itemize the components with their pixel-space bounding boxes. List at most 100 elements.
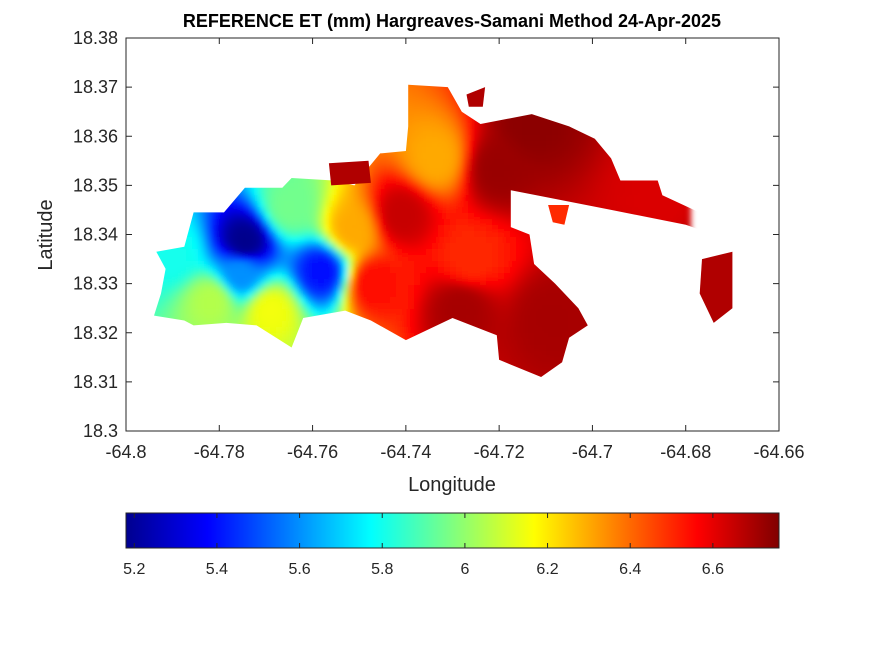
et-cell <box>450 135 457 142</box>
et-cell <box>396 153 403 160</box>
et-cell <box>456 177 463 184</box>
et-cell <box>450 153 457 160</box>
et-cell <box>600 159 607 166</box>
et-cell <box>408 243 415 250</box>
et-cell <box>570 159 577 166</box>
et-cell <box>450 249 457 256</box>
et-cell <box>444 189 451 196</box>
et-cell <box>444 303 451 310</box>
et-cell <box>396 189 403 196</box>
et-cell <box>432 147 439 154</box>
et-cell <box>420 327 427 334</box>
et-cell <box>426 321 433 328</box>
et-cell <box>366 273 373 280</box>
et-cell <box>312 201 319 208</box>
et-cell <box>588 189 595 196</box>
et-cell <box>210 273 217 280</box>
et-cell <box>474 135 481 142</box>
et-cell <box>444 231 451 238</box>
et-cell <box>522 357 529 364</box>
et-cell <box>222 237 229 244</box>
et-cell <box>354 255 361 262</box>
et-cell <box>462 267 469 274</box>
et-cell <box>198 315 205 322</box>
et-cell <box>444 213 451 220</box>
et-cell <box>312 177 319 184</box>
et-cell <box>444 255 451 262</box>
et-cell <box>378 249 385 256</box>
et-cell <box>474 231 481 238</box>
et-cell <box>600 177 607 184</box>
et-cell <box>372 177 379 184</box>
et-cell <box>192 249 199 256</box>
et-cell <box>534 369 541 376</box>
et-cell <box>420 93 427 100</box>
et-cell <box>336 189 343 196</box>
et-cell <box>264 243 271 250</box>
et-cell <box>432 171 439 178</box>
et-cell <box>558 309 565 316</box>
et-cell <box>570 165 577 172</box>
et-cell <box>540 351 547 358</box>
et-cell <box>372 297 379 304</box>
et-cell <box>672 207 679 214</box>
et-cell <box>390 303 397 310</box>
et-cell <box>240 237 247 244</box>
outlying-patch <box>699 251 733 323</box>
et-cell <box>432 201 439 208</box>
et-cell <box>378 219 385 226</box>
et-cell <box>246 285 253 292</box>
et-cell <box>408 267 415 274</box>
et-cell <box>564 123 571 130</box>
et-cell <box>594 141 601 148</box>
et-cell <box>234 249 241 256</box>
et-cell <box>636 189 643 196</box>
et-cell <box>348 309 355 316</box>
et-cell <box>204 291 211 298</box>
et-cell <box>438 99 445 106</box>
et-cell <box>414 171 421 178</box>
et-cell <box>444 171 451 178</box>
et-cell <box>360 243 367 250</box>
et-cell <box>420 165 427 172</box>
et-cell <box>570 153 577 160</box>
et-cell <box>546 345 553 352</box>
et-cell <box>522 351 529 358</box>
et-cell <box>408 87 415 94</box>
et-cell <box>258 219 265 226</box>
et-cell <box>504 315 511 322</box>
et-cell <box>408 177 415 184</box>
et-cell <box>462 261 469 268</box>
et-cell <box>276 261 283 268</box>
et-cell <box>246 249 253 256</box>
et-cell <box>504 327 511 334</box>
et-cell <box>510 159 517 166</box>
et-cell <box>504 129 511 136</box>
et-cell <box>510 183 517 190</box>
et-cell <box>348 201 355 208</box>
et-cell <box>204 237 211 244</box>
et-cell <box>546 159 553 166</box>
et-cell <box>462 219 469 226</box>
et-cell <box>540 165 547 172</box>
et-cell <box>528 171 535 178</box>
et-cell <box>498 285 505 292</box>
et-cell <box>594 147 601 154</box>
et-cell <box>426 84 433 88</box>
et-cell <box>234 201 241 208</box>
et-cell <box>378 225 385 232</box>
et-cell <box>612 201 619 208</box>
et-cell <box>576 165 583 172</box>
et-cell <box>372 213 379 220</box>
et-cell <box>330 225 337 232</box>
et-cell <box>312 231 319 238</box>
et-cell <box>324 201 331 208</box>
et-cell <box>216 255 223 262</box>
et-cell <box>522 147 529 154</box>
et-cell <box>420 147 427 154</box>
et-cell <box>342 189 349 196</box>
et-cell <box>618 177 625 184</box>
et-cell <box>186 279 193 286</box>
et-cell <box>348 249 355 256</box>
et-cell <box>234 207 241 214</box>
